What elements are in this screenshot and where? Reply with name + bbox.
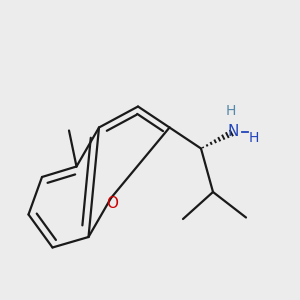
Text: O: O [106, 196, 118, 211]
Text: H: H [225, 104, 236, 118]
Text: H: H [248, 131, 259, 145]
Text: N: N [228, 124, 239, 140]
